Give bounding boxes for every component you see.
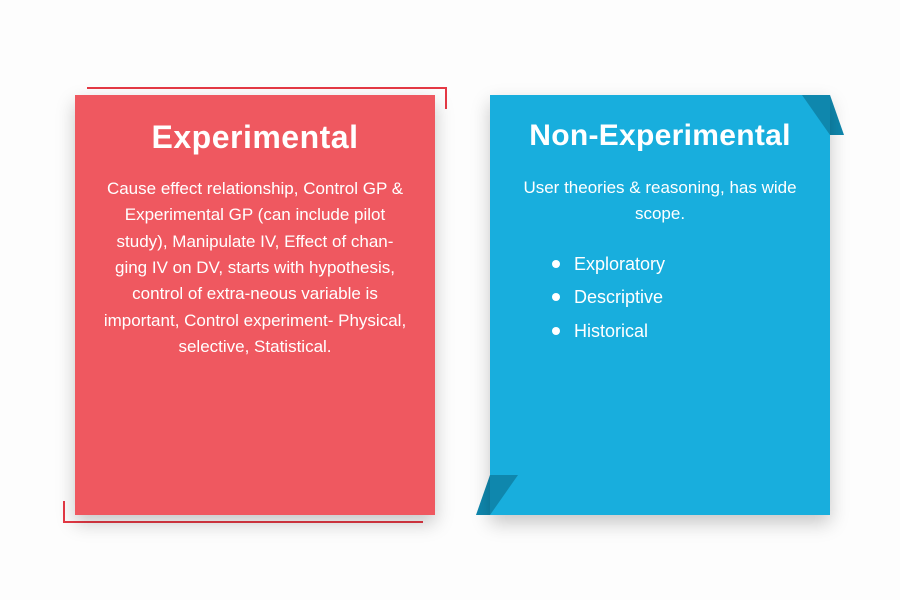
experimental-card: Experimental Cause effect relationship, … — [75, 95, 435, 515]
nonexperimental-card-wrap: Non-Experimental User theories & reasoni… — [490, 95, 830, 515]
nonexperimental-title: Non-Experimental — [516, 119, 804, 153]
nonexperimental-subtitle: User theories & reasoning, has wide scop… — [516, 175, 804, 226]
list-item: Exploratory — [574, 248, 804, 281]
nonexperimental-bullet-list: Exploratory Descriptive Historical — [516, 248, 804, 348]
experimental-card-wrap: Experimental Cause effect relationship, … — [75, 95, 435, 515]
experimental-title: Experimental — [103, 119, 407, 156]
list-item: Descriptive — [574, 281, 804, 314]
experimental-body: Cause effect relationship, Control GP & … — [103, 176, 407, 360]
infographic-stage: Experimental Cause effect relationship, … — [0, 0, 900, 600]
nonexperimental-card: Non-Experimental User theories & reasoni… — [490, 95, 830, 515]
list-item: Historical — [574, 315, 804, 348]
